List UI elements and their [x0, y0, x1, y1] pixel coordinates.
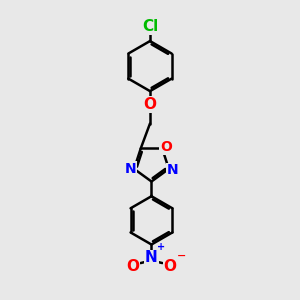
- Text: N: N: [167, 164, 178, 177]
- Text: O: O: [164, 259, 176, 274]
- Text: −: −: [177, 251, 187, 261]
- Text: O: O: [143, 97, 157, 112]
- Text: +: +: [157, 242, 165, 252]
- Text: N: N: [145, 250, 158, 265]
- Text: N: N: [124, 162, 136, 176]
- Text: O: O: [160, 140, 172, 154]
- Text: Cl: Cl: [142, 19, 158, 34]
- Text: O: O: [126, 259, 140, 274]
